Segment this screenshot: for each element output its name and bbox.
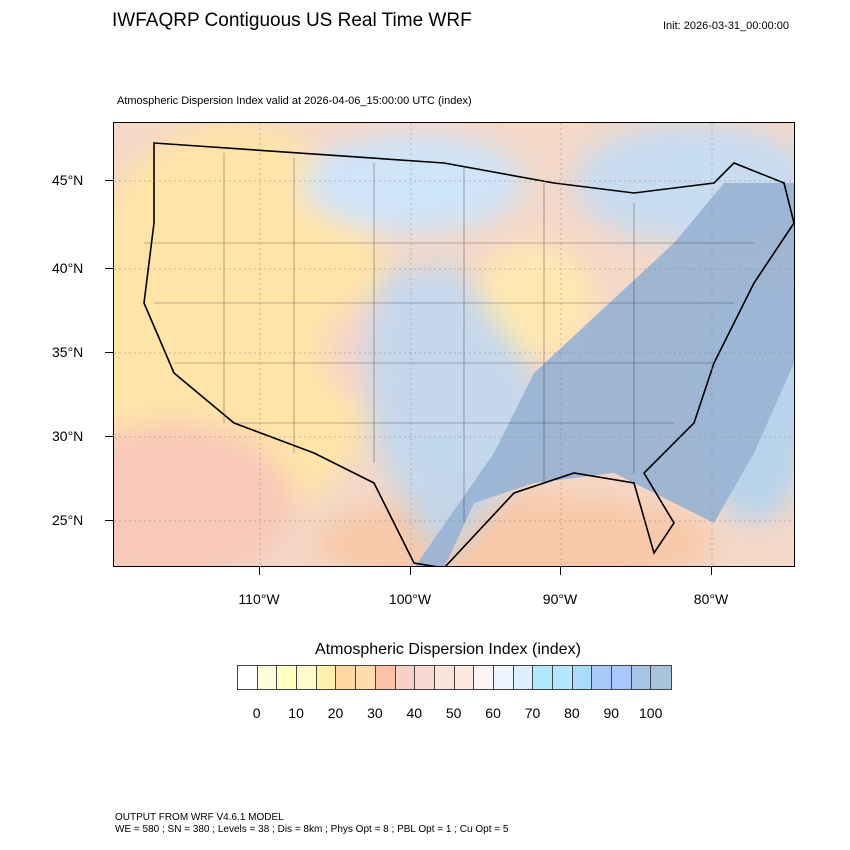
graticule (114, 123, 794, 566)
colorbar-box (651, 666, 672, 689)
colorbar-box (513, 666, 534, 689)
lat-label: 40°N (52, 260, 84, 276)
colorbar-label: 20 (327, 705, 344, 721)
colorbar-box (493, 666, 514, 689)
colorbar-box (415, 666, 435, 689)
lat-label: 30°N (52, 428, 84, 444)
colorbar-box (257, 666, 278, 689)
colorbar-label: 90 (603, 705, 620, 721)
lon-label: 100°W (388, 591, 432, 607)
colorbar-label: 60 (485, 705, 501, 721)
us-outline (143, 142, 794, 566)
footer-model: OUTPUT FROM WRF V4.6.1 MODEL (115, 812, 284, 823)
page-title: IWFAQRP Contiguous US Real Time WRF (112, 10, 472, 31)
colorbar-label: 0 (252, 705, 261, 721)
colorbar-label: 70 (524, 705, 541, 721)
state-borders (144, 153, 754, 523)
colorbar-label: 100 (639, 705, 663, 721)
lat-label: 35°N (52, 344, 84, 360)
colorbar-box (454, 666, 475, 689)
lon-label: 80°W (693, 591, 729, 607)
colorbar-box (395, 666, 416, 689)
colorbar-label: 30 (367, 705, 383, 721)
colorbar-label: 50 (445, 705, 462, 721)
colorbar-box (592, 666, 613, 689)
lon-label: 90°W (542, 591, 578, 607)
colorbar-label: 40 (406, 705, 423, 721)
colorbar-box (277, 666, 298, 689)
colorbar-box (612, 666, 632, 689)
colorbar-label: 80 (564, 705, 580, 721)
colorbar-box (238, 666, 258, 689)
colorbar-box (297, 666, 317, 689)
lat-label: 25°N (52, 512, 84, 528)
colorbar-box (356, 666, 376, 689)
map-canvas (114, 123, 794, 566)
colorbar-box (533, 666, 553, 689)
colorbar-box (631, 666, 652, 689)
lat-label: 45°N (52, 172, 84, 188)
legend-title: Atmospheric Dispersion Index (index) (315, 641, 581, 658)
colorbar-box (336, 666, 357, 689)
colorbar-box (375, 666, 396, 689)
colorbar (237, 665, 673, 690)
lon-label: 110°W (238, 591, 280, 607)
colorbar-box (474, 666, 494, 689)
colorbar-box (553, 666, 573, 689)
map-plot (113, 122, 795, 567)
plot-subtitle: Atmospheric Dispersion Index valid at 20… (117, 95, 472, 107)
colorbar-box (434, 666, 455, 689)
colorbar-box (572, 666, 593, 689)
colorbar-label: 10 (288, 705, 304, 721)
footer-config: WE = 580 ; SN = 380 ; Levels = 38 ; Dis … (115, 824, 509, 835)
init-time: Init: 2026-03-31_00:00:00 (663, 20, 789, 32)
colorbar-box (316, 666, 337, 689)
high-dispersion-region (415, 183, 794, 566)
